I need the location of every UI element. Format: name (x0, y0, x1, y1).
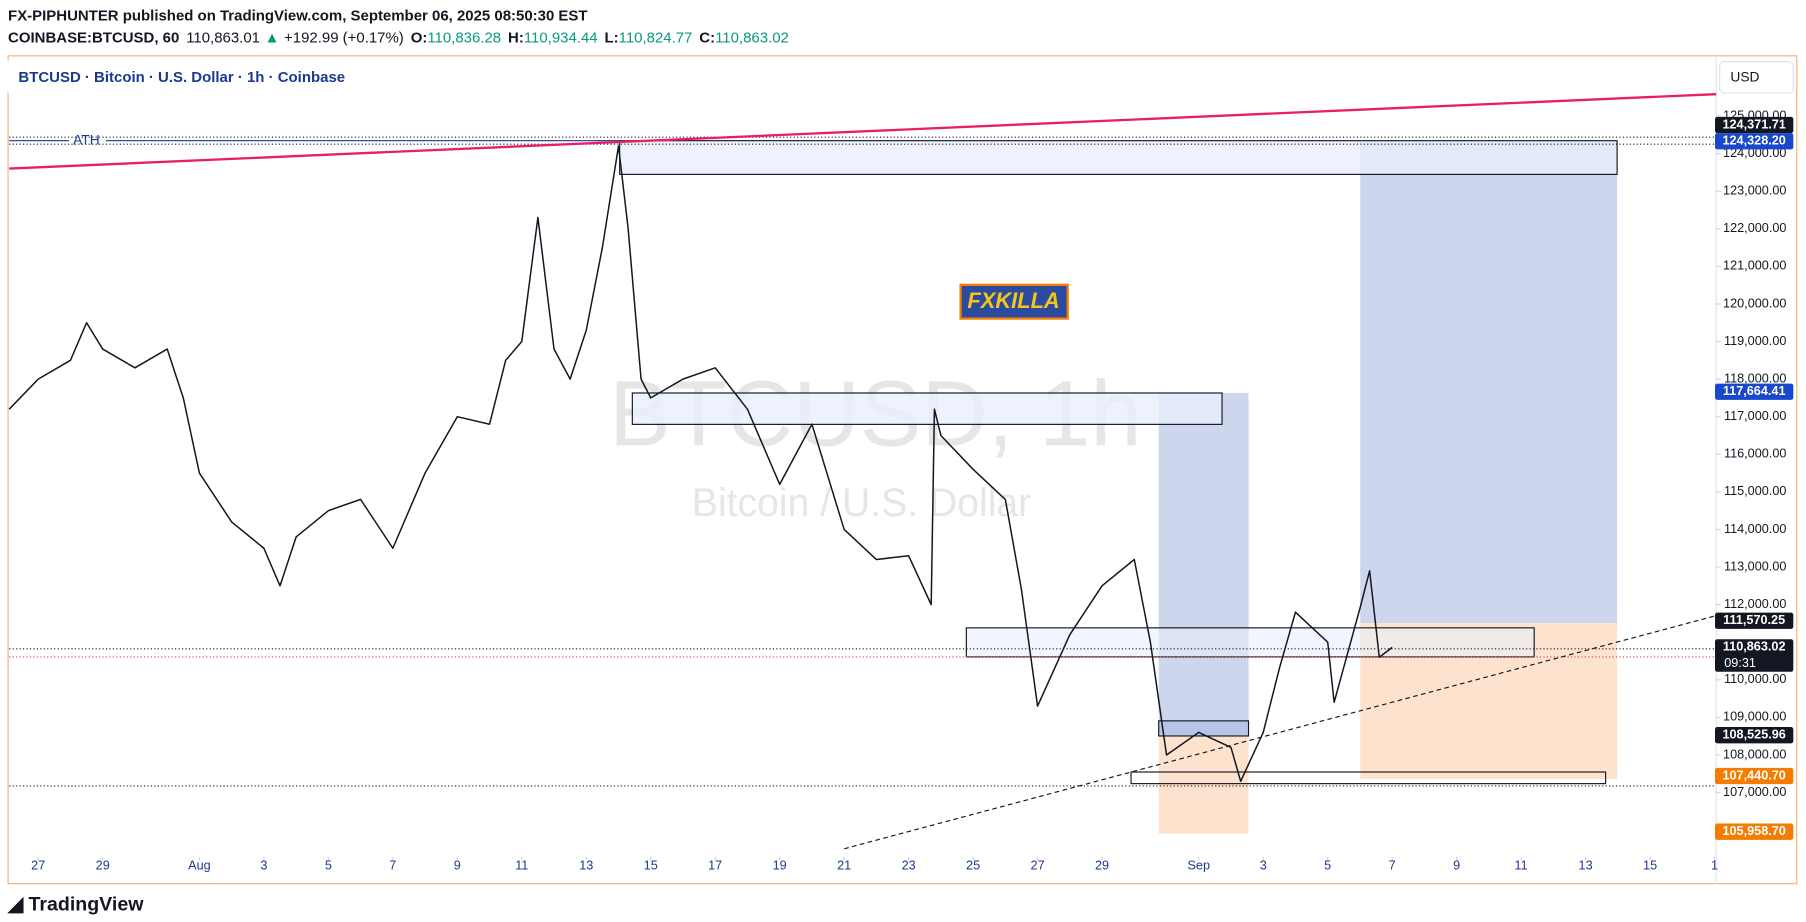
y-tick-label: 107,000.00 (1723, 784, 1786, 799)
x-tick-label: 13 (1579, 858, 1593, 873)
high: 110,934.44 (524, 29, 598, 46)
x-tick-label: 21 (837, 858, 851, 873)
x-tick-label: 27 (31, 858, 45, 873)
supply-zone (631, 392, 1223, 425)
currency-button[interactable] (1719, 61, 1794, 94)
y-tick-label: 119,000.00 (1724, 333, 1786, 348)
countdown: 09:31 (1724, 655, 1756, 670)
y-tick-label: 114,000.00 (1724, 521, 1786, 536)
x-tick-label: 19 (773, 858, 787, 873)
x-tick-label: 13 (579, 858, 593, 873)
x-tick-label: 3 (260, 858, 267, 873)
target-zone (1158, 392, 1249, 736)
l-label: L: (605, 29, 619, 46)
x-tick-label: 5 (1324, 858, 1331, 873)
x-tick-label: 25 (966, 858, 980, 873)
currency-label[interactable]: USD (1730, 69, 1759, 85)
y-tick-label: 120,000.00 (1723, 295, 1786, 310)
y-tick-label: 118,000.00 (1724, 370, 1786, 385)
plot: 125,000.00124,000.00123,000.00122,000.00… (8, 107, 1794, 873)
y-tick-label: 122,000.00 (1723, 220, 1786, 235)
price-marker (1715, 639, 1794, 672)
demand-zone (1130, 771, 1607, 785)
y-tick-label: 113,000.00 (1724, 558, 1786, 573)
supply-zone (619, 140, 1618, 175)
price-marker (1715, 727, 1794, 744)
price-marker-label: 124,328.20 (1722, 133, 1785, 148)
legend: BTCUSD · Bitcoin · U.S. Dollar · 1h · Co… (18, 69, 345, 86)
x-tick-label: Aug (188, 858, 211, 873)
legend-bg (0, 60, 1714, 94)
x-tick-label: 27 (1031, 858, 1045, 873)
target-zone (1360, 140, 1618, 624)
close: 110,863.02 (715, 29, 789, 46)
h-label: H: (508, 29, 524, 46)
price-marker (1715, 823, 1794, 840)
watermark-name: Bitcoin / U.S. Dollar (692, 481, 1031, 525)
ath-label: ATH (73, 131, 100, 147)
price-marker-label: 105,958.70 (1722, 823, 1785, 838)
x-tick-label: 5 (325, 858, 332, 873)
y-tick-label: 109,000.00 (1723, 709, 1786, 724)
price-marker (1715, 612, 1794, 629)
x-tick-label: 17 (708, 858, 722, 873)
y-tick-label: 117,000.00 (1724, 408, 1786, 423)
change: +192.99 (+0.17%) (284, 29, 404, 46)
last-price: 110,863.01 (186, 29, 260, 46)
open: 110,836.28 (427, 29, 501, 46)
low: 110,824.77 (619, 29, 693, 46)
arrow: ▲ (265, 29, 280, 46)
x-tick-label: 15 (1643, 858, 1657, 873)
price-marker (1715, 383, 1794, 400)
price-marker-label: 110,863.02 (1723, 639, 1786, 654)
y-tick-label: 108,000.00 (1723, 746, 1786, 761)
x-tick-label: Sep (1187, 858, 1210, 873)
ohlc-line: COINBASE:BTCUSD, 60 110,863.01 ▲ +192.99 (+… (8, 29, 789, 46)
publisher: FX-PIPHUNTER published on TradingView.co… (8, 7, 588, 24)
o-label: O: (411, 29, 428, 46)
footer-logo: ◢ TradingView (7, 894, 144, 916)
x-tick-label: 9 (454, 858, 461, 873)
price-marker-label: 124,371.71 (1722, 116, 1785, 131)
x-tick-label: 29 (1095, 858, 1109, 873)
demand-zone (1158, 720, 1250, 737)
x-tick-label: 9 (1453, 858, 1460, 873)
price-marker-label: 117,664.41 (1723, 383, 1786, 398)
price-marker (1715, 133, 1794, 150)
price-marker (1715, 767, 1794, 785)
y-tick-label: 110,000.00 (1724, 671, 1786, 686)
trend-line (9, 93, 1717, 170)
x-tick-label: 1 (1711, 858, 1718, 873)
x-tick-label: 11 (515, 858, 528, 873)
price-marker-label: 108,525.96 (1722, 727, 1785, 742)
x-tick-label: 7 (389, 858, 396, 873)
y-tick-label: 123,000.00 (1723, 183, 1786, 198)
x-tick-label: 7 (1389, 858, 1396, 873)
price-marker (1715, 116, 1794, 134)
demand-zone (965, 627, 1535, 658)
x-tick-label: 29 (96, 858, 110, 873)
y-tick-label: 112,000.00 (1724, 596, 1786, 611)
price-line (8, 145, 1393, 783)
y-tick-label: 116,000.00 (1724, 446, 1786, 461)
price-marker-label: 107,440.70 (1722, 767, 1785, 782)
x-tick-label: 11 (1515, 858, 1528, 873)
y-tick-label: 121,000.00 (1723, 258, 1786, 273)
symbol: COINBASE:BTCUSD, 60 (8, 29, 179, 46)
x-tick-label: 15 (644, 858, 658, 873)
y-tick-label: 115,000.00 (1724, 483, 1786, 498)
badge-text: FXKILLA (967, 288, 1059, 313)
c-label: C: (699, 29, 715, 46)
badge (959, 283, 1069, 320)
x-tick-label: 23 (902, 858, 916, 873)
price-marker-label: 111,570.25 (1723, 612, 1785, 627)
chart-frame (7, 55, 1798, 885)
x-tick-label: 3 (1260, 858, 1267, 873)
